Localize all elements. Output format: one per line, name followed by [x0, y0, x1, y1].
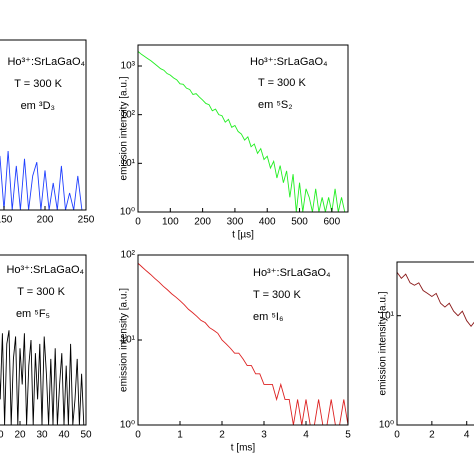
x-tick-label: 4 — [464, 430, 470, 441]
x-tick-label: 100 — [162, 217, 179, 228]
x-tick-label: 4 — [303, 430, 309, 441]
x-tick-label: 600 — [324, 217, 341, 228]
y-tick-label: 10⁰ — [379, 420, 394, 431]
annotation: T = 300 K — [253, 289, 301, 301]
data-line — [138, 262, 348, 425]
annotation: em ³D₃ — [21, 100, 55, 112]
annotation: T = 300 K — [14, 78, 62, 90]
y-axis-label: emission intensity [a.u.] — [378, 291, 389, 395]
annotation: em ⁵I₆ — [253, 311, 283, 323]
axes-box — [0, 39, 87, 211]
plot — [0, 330, 86, 425]
data-line — [138, 51, 346, 212]
y-axis-label: emission intensity [a.u.] — [119, 288, 130, 392]
x-tick-label: 10 — [0, 430, 4, 441]
x-tick-label: 200 — [37, 215, 54, 226]
plot — [138, 51, 346, 212]
y-tick-label: 10¹ — [380, 310, 395, 321]
y-tick-label: 10⁰ — [120, 207, 135, 218]
annotation: T = 300 K — [258, 77, 306, 89]
x-tick-label: 3 — [261, 430, 267, 441]
annotation: Ho³⁺:SrLaGaO₄ — [253, 267, 331, 279]
y-tick-label: 10⁰ — [120, 420, 135, 431]
x-axis-label: t [µs] — [232, 230, 254, 241]
annotation: em ⁵S₂ — [258, 99, 293, 111]
data-line — [0, 150, 86, 210]
plot — [397, 271, 474, 328]
annotation: em ⁵F₅ — [16, 308, 50, 320]
plot — [138, 262, 348, 425]
y-axis-label: emission intensity [a.u.] — [119, 76, 130, 180]
y-tick-label: 10¹ — [121, 335, 136, 346]
x-tick-label: 2 — [429, 430, 435, 441]
y-tick-label: 10² — [121, 109, 136, 120]
x-tick-label: 300 — [227, 217, 244, 228]
x-tick-label: 500 — [291, 217, 308, 228]
x-tick-label: 1 — [177, 430, 183, 441]
data-line — [0, 330, 86, 425]
x-tick-label: 150 — [0, 215, 13, 226]
annotation: Ho³⁺:SrLaGaO₄ — [7, 56, 85, 68]
x-tick-label: 40 — [58, 430, 70, 441]
annotation: Ho³⁺:SrLaGaO₄ — [6, 264, 84, 276]
axes-box — [396, 261, 474, 426]
axes-box — [137, 44, 349, 213]
x-tick-label: 20 — [14, 430, 26, 441]
x-tick-label: 30 — [36, 430, 48, 441]
x-tick-label: 5 — [345, 430, 351, 441]
x-axis-label: t [ms] — [231, 443, 256, 454]
y-tick-label: 10² — [121, 250, 136, 261]
x-tick-label: 250 — [78, 215, 95, 226]
plot — [0, 150, 86, 210]
axes-box — [0, 254, 87, 426]
x-tick-label: 0 — [394, 430, 400, 441]
x-tick-label: 200 — [194, 217, 211, 228]
annotation: T = 300 K — [17, 286, 65, 298]
annotation: Ho³⁺:SrLaGaO₄ — [250, 56, 328, 68]
axes-box — [137, 254, 349, 426]
x-tick-label: 0 — [135, 217, 141, 228]
x-tick-label: 0 — [135, 430, 141, 441]
x-tick-label: 400 — [259, 217, 276, 228]
y-tick-label: 10¹ — [121, 158, 136, 169]
x-tick-label: 2 — [219, 430, 225, 441]
x-tick-label: 50 — [80, 430, 92, 441]
data-line — [397, 271, 474, 328]
y-tick-label: 10³ — [121, 61, 136, 72]
